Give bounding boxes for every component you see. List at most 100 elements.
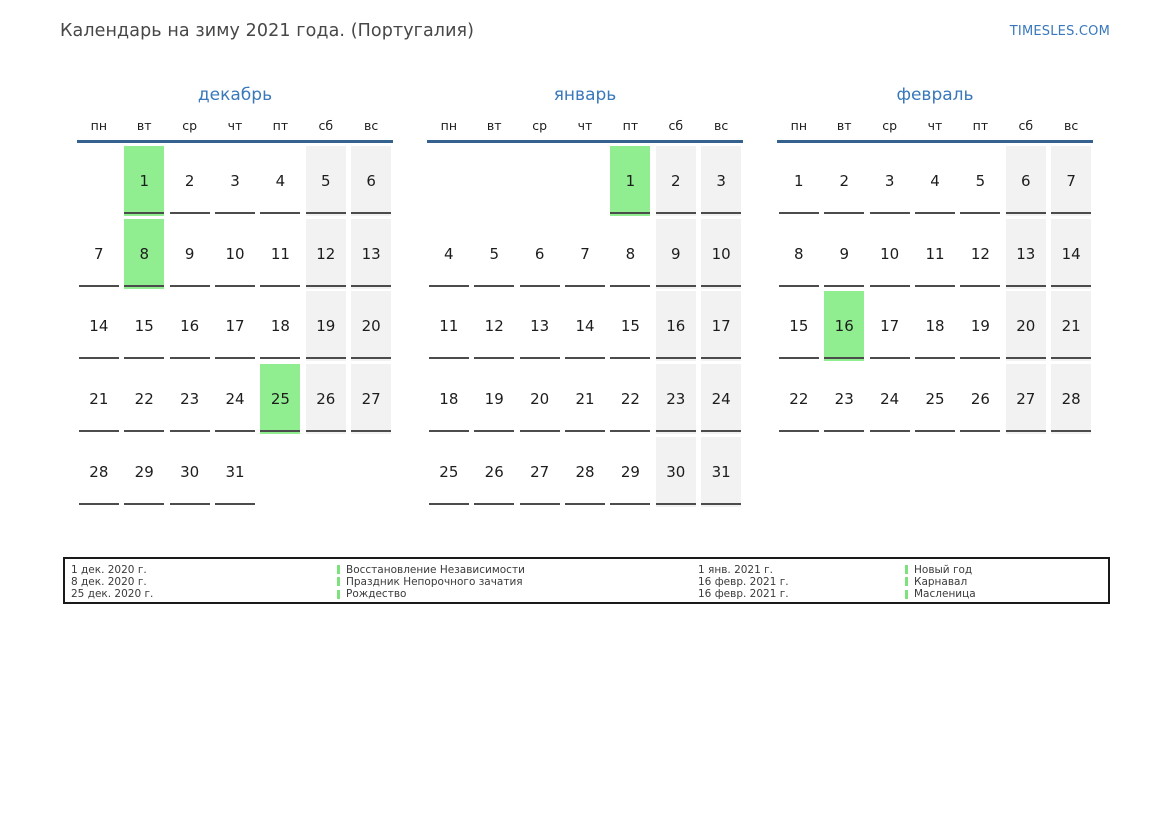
day-cell-january-21: 21 xyxy=(565,364,605,434)
day-cell-january-18: 18 xyxy=(428,364,469,434)
day-cell-december-21: 21 xyxy=(78,364,119,434)
legend-holiday: Новый год xyxy=(905,564,976,576)
month-title-february: февраль xyxy=(896,85,974,105)
weekday-label: вс xyxy=(1064,118,1079,133)
empty-cell xyxy=(306,437,346,507)
empty-cell xyxy=(260,437,300,507)
weekday-label: пт xyxy=(272,118,289,133)
weekday-label: сб xyxy=(318,118,334,133)
day-cell-february-10: 10 xyxy=(869,219,910,289)
legend-holidays-column-2: Новый год Карнавал Масленица xyxy=(905,564,976,601)
day-cell-december-5: 5 xyxy=(305,146,346,216)
day-cell-february-3: 3 xyxy=(869,146,910,216)
day-cell-december-2: 2 xyxy=(169,146,210,216)
weekday-label: ср xyxy=(182,118,198,133)
day-cell-december-30: 30 xyxy=(169,437,210,507)
empty-cell xyxy=(520,146,560,216)
day-cell-february-20: 20 xyxy=(1005,291,1046,362)
holiday-marker-icon xyxy=(337,565,340,575)
day-cell-december-31: 31 xyxy=(215,437,255,507)
day-cell-january-13: 13 xyxy=(519,291,560,361)
day-cell-january-24: 24 xyxy=(701,364,742,435)
day-cell-december-4: 4 xyxy=(260,146,301,216)
month-header-line xyxy=(427,140,743,143)
day-cell-january-28: 28 xyxy=(565,437,605,507)
day-cell-december-6: 6 xyxy=(351,146,392,216)
day-cell-february-9: 9 xyxy=(824,219,865,289)
day-cell-february-24: 24 xyxy=(869,364,910,434)
day-cell-february-25: 25 xyxy=(915,364,955,434)
day-cell-december-24: 24 xyxy=(215,364,255,434)
legend-date: 25 дек. 2020 г. xyxy=(71,588,154,601)
day-cell-december-23: 23 xyxy=(169,364,210,434)
legend-date: 1 дек. 2020 г. xyxy=(71,563,147,576)
day-cell-december-18: 18 xyxy=(260,291,301,361)
weekday-label: пн xyxy=(90,118,107,133)
month-header-line xyxy=(777,140,1093,143)
legend-dates-column-2: 1 янв. 2021 г. 16 февр. 2021 г. 16 февр. 2… xyxy=(698,564,789,601)
weekday-label: ср xyxy=(882,118,898,133)
day-cell-january-6: 6 xyxy=(519,219,560,289)
day-cell-february-22: 22 xyxy=(778,364,819,434)
day-cell-january-5: 5 xyxy=(474,219,515,289)
day-cell-february-1: 1 xyxy=(778,146,819,216)
holiday-marker-icon xyxy=(905,565,908,575)
day-cell-february-23: 23 xyxy=(824,364,865,434)
legend-holiday-label: Карнавал xyxy=(914,575,968,588)
day-cell-january-9: 9 xyxy=(655,218,696,289)
day-cell-january-22: 22 xyxy=(610,364,651,434)
day-cell-january-10: 10 xyxy=(701,218,742,289)
empty-cell xyxy=(565,146,605,216)
weekday-label: ср xyxy=(532,118,548,133)
day-cell-february-18: 18 xyxy=(915,291,955,361)
weekday-header-row: пн вт ср чт пт сб вс xyxy=(77,118,393,134)
day-cell-january-17: 17 xyxy=(701,291,742,362)
weekday-label: вс xyxy=(714,118,729,133)
day-cell-december-12: 12 xyxy=(305,218,346,289)
legend: 1 дек. 2020 г. 8 дек. 2020 г. 25 дек. 2020… xyxy=(63,557,1110,604)
day-cell-december-19: 19 xyxy=(305,291,346,362)
day-cell-february-21: 21 xyxy=(1051,291,1092,362)
day-cell-december-28: 28 xyxy=(78,437,119,507)
day-cell-december-15: 15 xyxy=(124,291,165,361)
day-cell-december-10: 10 xyxy=(215,219,255,289)
day-cell-january-27: 27 xyxy=(519,437,560,507)
legend-holiday-label: Праздник Непорочного зачатия xyxy=(346,575,523,588)
day-cell-february-5: 5 xyxy=(960,146,1001,216)
weekday-label: чт xyxy=(227,118,243,133)
holiday-marker-icon xyxy=(337,577,340,587)
weekday-label: пт xyxy=(622,118,639,133)
day-cell-december-13: 13 xyxy=(351,218,392,289)
legend-holiday-label: Масленица xyxy=(914,588,976,601)
day-cell-december-11: 11 xyxy=(260,219,301,289)
day-cell-february-17: 17 xyxy=(869,291,910,361)
day-cell-january-23: 23 xyxy=(655,364,696,435)
site-link[interactable]: TIMESLES.COM xyxy=(1009,24,1110,39)
day-cell-december-29: 29 xyxy=(124,437,165,507)
holiday-marker-icon xyxy=(337,589,340,599)
legend-dates-column-1: 1 дек. 2020 г. 8 дек. 2020 г. 25 дек. 2020… xyxy=(71,564,153,601)
day-cell-february-8: 8 xyxy=(778,219,819,289)
weekday-header-row: пн вт ср чт пт сб вс xyxy=(427,118,743,134)
day-cell-december-3: 3 xyxy=(215,146,255,216)
empty-cell xyxy=(79,146,119,216)
weekday-label: чт xyxy=(577,118,593,133)
day-cell-december-20: 20 xyxy=(351,291,392,362)
day-cell-december-27: 27 xyxy=(351,364,392,435)
day-cell-february-14: 14 xyxy=(1051,218,1092,289)
day-cell-february-27: 27 xyxy=(1005,364,1046,435)
day-cell-january-4: 4 xyxy=(428,219,469,289)
day-cell-february-7: 7 xyxy=(1051,146,1092,216)
weekday-label: вт xyxy=(136,118,152,133)
weekday-header-row: пн вт ср чт пт сб вс xyxy=(777,118,1093,134)
day-cell-february-2: 2 xyxy=(824,146,865,216)
empty-cell xyxy=(474,146,514,216)
day-cell-january-2: 2 xyxy=(655,146,696,216)
day-cell-january-3: 3 xyxy=(701,146,742,216)
weekday-label: пн xyxy=(790,118,807,133)
legend-holiday-label: Новый год xyxy=(914,563,973,576)
day-cell-january-1: 1 xyxy=(610,146,651,216)
day-cell-january-20: 20 xyxy=(519,364,560,434)
days-grid: 1 2 3 4 5 6 7 8 9 10 11 12 13 14 15 16 17 18 19 20 21 22 23 24 2… xyxy=(77,146,393,507)
day-cell-february-13: 13 xyxy=(1005,218,1046,289)
